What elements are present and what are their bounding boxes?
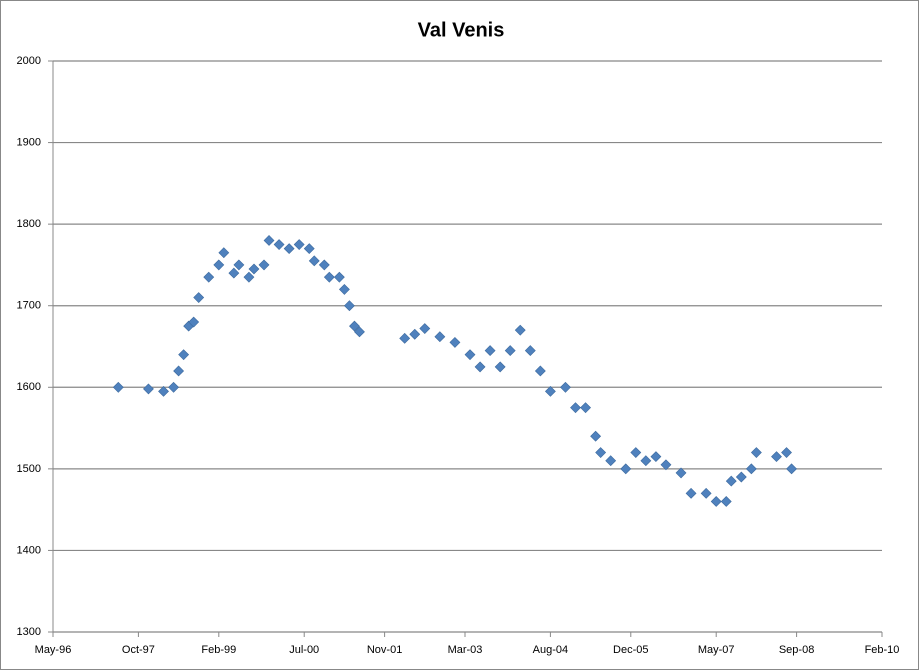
point	[675, 467, 687, 479]
x-tick-label: May-96	[35, 644, 72, 656]
point	[630, 447, 642, 458]
point	[178, 349, 190, 361]
x-tick-label: May-07	[698, 644, 735, 656]
point	[338, 283, 350, 295]
point	[640, 455, 652, 467]
point	[203, 271, 215, 283]
point	[560, 381, 571, 393]
point	[514, 324, 526, 336]
y-tick-label: 2000	[17, 55, 41, 67]
point	[333, 271, 345, 283]
y-tick-label: 1300	[17, 626, 41, 638]
x-tick-label: Sep-08	[779, 644, 814, 656]
point	[354, 326, 365, 338]
point	[580, 402, 591, 414]
x-tick-label: Dec-05	[613, 644, 648, 656]
point	[660, 459, 672, 471]
x-tick-label: Feb-10	[865, 644, 900, 656]
point	[494, 361, 506, 373]
point	[434, 331, 446, 343]
point	[344, 300, 355, 312]
point	[263, 235, 275, 246]
point	[173, 365, 185, 377]
point	[399, 332, 411, 344]
point	[218, 247, 230, 259]
point	[650, 451, 662, 463]
point	[323, 271, 335, 283]
chart-title: Val Venis	[418, 19, 505, 41]
point	[524, 345, 536, 357]
point	[484, 345, 496, 357]
point	[409, 328, 421, 340]
point	[590, 430, 602, 442]
point	[303, 243, 315, 255]
point	[188, 316, 200, 328]
point	[605, 455, 617, 467]
point	[504, 345, 516, 357]
point	[419, 323, 431, 334]
x-tick-label: Nov-01	[367, 644, 402, 656]
x-tick-label: Jul-00	[289, 644, 319, 656]
point	[595, 447, 607, 458]
x-tick-label: Feb-99	[201, 644, 236, 656]
point	[193, 292, 205, 303]
point	[449, 336, 461, 348]
point	[781, 447, 792, 458]
y-tick-label: 1700	[17, 300, 41, 312]
point	[248, 263, 260, 275]
x-tick-label: Oct-97	[122, 644, 155, 656]
point	[158, 385, 169, 397]
point	[570, 402, 581, 414]
point	[735, 471, 747, 483]
x-tick-label: Aug-04	[533, 644, 568, 656]
x-tick-label: Mar-03	[448, 644, 483, 656]
point	[349, 320, 360, 332]
point	[464, 349, 476, 361]
point	[112, 381, 124, 393]
point	[750, 447, 762, 458]
point	[308, 255, 320, 267]
point	[258, 259, 270, 271]
point	[233, 259, 245, 271]
point	[318, 259, 330, 271]
point	[685, 487, 697, 499]
point	[243, 271, 255, 283]
y-tick-label: 1500	[17, 463, 41, 475]
point	[534, 365, 546, 377]
point	[786, 463, 797, 475]
point	[720, 496, 732, 507]
y-tick-label: 1800	[17, 218, 41, 230]
point	[168, 381, 180, 393]
point	[283, 243, 295, 255]
point	[725, 475, 737, 487]
point	[474, 361, 486, 373]
point	[710, 496, 722, 507]
point	[544, 385, 556, 397]
point	[213, 259, 225, 271]
point	[745, 463, 757, 475]
y-tick-label: 1600	[17, 381, 41, 393]
point	[273, 239, 285, 250]
point	[228, 267, 240, 279]
point	[143, 383, 154, 395]
point	[771, 451, 782, 463]
y-tick-label: 1400	[17, 544, 41, 556]
y-tick-label: 1900	[17, 136, 41, 148]
point	[620, 463, 632, 475]
point	[293, 239, 305, 250]
point	[700, 487, 712, 499]
